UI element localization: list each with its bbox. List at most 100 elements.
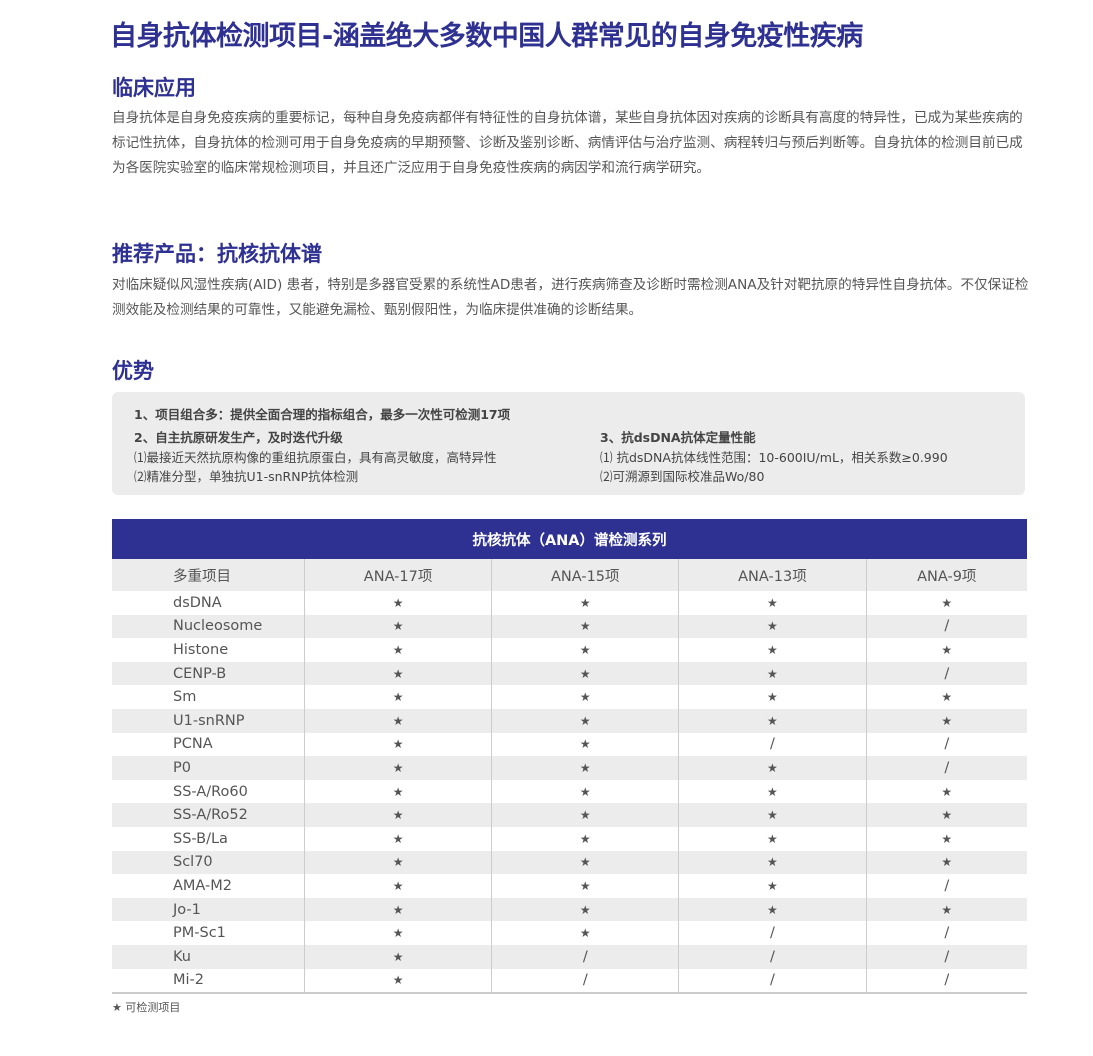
table-cell: ★ bbox=[491, 897, 679, 922]
table-cell: ★ bbox=[491, 921, 679, 945]
table-row: P0 ★ ★ ★ / bbox=[112, 756, 1027, 780]
table-cell: / bbox=[865, 614, 1027, 639]
table-cell: ★ bbox=[678, 591, 867, 615]
table-cell: ★ bbox=[678, 826, 867, 851]
advantage-item: 2、自主抗原研发生产，及时迭代升级 bbox=[134, 430, 343, 445]
table-row: Scl70 ★ ★ ★ ★ bbox=[112, 850, 1027, 875]
table-cell: ★ bbox=[303, 944, 492, 969]
table-cell: / bbox=[865, 732, 1027, 757]
advantages-box: 1、项目组合多：提供全面合理的指标组合，最多一次性可检测17项 2、自主抗原研发… bbox=[112, 392, 1025, 495]
table-cell: ★ bbox=[303, 756, 492, 780]
row-label: PM-Sc1 bbox=[173, 925, 226, 942]
advantages-heading: 优势 bbox=[112, 359, 154, 383]
product-heading: 推荐产品：抗核抗体谱 bbox=[112, 242, 322, 266]
table-cell: / bbox=[678, 921, 867, 945]
table-cell: ★ bbox=[303, 661, 492, 686]
table-cell: ★ bbox=[491, 874, 679, 898]
ana-table: 抗核抗体（ANA）谱检测系列 多重项目 ANA-17项 ANA-15项 ANA-… bbox=[112, 519, 1027, 995]
column-header: ANA-17项 bbox=[303, 559, 492, 591]
row-label: Scl70 bbox=[112, 850, 305, 875]
advantage-item: 3、抗dsDNA抗体定量性能 bbox=[600, 430, 756, 445]
table-cell: ★ bbox=[865, 803, 1027, 827]
table-cell: ★ bbox=[678, 685, 867, 709]
table-cell: ★ bbox=[491, 638, 679, 662]
table-cell: ★ bbox=[491, 850, 679, 875]
table-cell: / bbox=[865, 944, 1027, 969]
table-cell: ★ bbox=[491, 614, 679, 639]
table-row: SS-A/Ro60 ★ ★ ★ ★ bbox=[112, 779, 1027, 804]
row-label: Histone bbox=[173, 641, 229, 658]
table-cell: / bbox=[865, 756, 1027, 780]
column-header: ANA-9项 bbox=[865, 559, 1027, 591]
row-label: U1-snRNP bbox=[112, 708, 305, 733]
table-cell: ★ bbox=[491, 732, 679, 757]
table-cell: / bbox=[678, 968, 867, 995]
row-label: dsDNA bbox=[173, 594, 222, 611]
table-cell: / bbox=[865, 968, 1027, 995]
advantage-item: ⑴ 抗dsDNA抗体线性范围：10-600IU/mL，相关系数≥0.990 bbox=[600, 450, 948, 465]
table-cell: ★ bbox=[303, 638, 492, 662]
table-cell: ★ bbox=[678, 874, 867, 898]
clinical-heading: 临床应用 bbox=[112, 76, 196, 100]
product-text: 对临床疑似风湿性疾病(AID) 患者，特别是多器官受累的系统性AD患者，进行疾病… bbox=[112, 277, 1029, 318]
table-cell: ★ bbox=[678, 779, 867, 804]
row-label: CENP-B bbox=[112, 661, 305, 686]
table-row: Ku ★ / / / bbox=[112, 944, 1027, 969]
row-label: SS-A/Ro52 bbox=[112, 803, 305, 827]
table-cell: ★ bbox=[678, 897, 867, 922]
row-label: Jo-1 bbox=[112, 897, 305, 922]
row-label: PCNA bbox=[173, 736, 213, 753]
table-row: Mi-2 ★ / / / bbox=[112, 968, 1027, 995]
table-cell: ★ bbox=[303, 874, 492, 898]
table-cell: ★ bbox=[303, 614, 492, 639]
table-cell: ★ bbox=[303, 850, 492, 875]
table-row: AMA-M2 ★ ★ ★ / bbox=[112, 874, 1027, 898]
table-cell: / bbox=[491, 968, 679, 995]
table-cell: ★ bbox=[491, 803, 679, 827]
row-label: SS-B/La bbox=[173, 830, 228, 847]
advantage-item: ⑵精准分型，单独抗U1-snRNP抗体检测 bbox=[134, 469, 359, 484]
column-header: 多重项目 bbox=[112, 559, 305, 591]
table-cell: ★ bbox=[491, 661, 679, 686]
table-row: PCNA ★ ★ / / bbox=[112, 732, 1027, 757]
table-row: U1-snRNP ★ ★ ★ ★ bbox=[112, 708, 1027, 733]
table-cell: ★ bbox=[865, 897, 1027, 922]
table-cell: ★ bbox=[865, 638, 1027, 662]
row-label: AMA-M2 bbox=[173, 877, 232, 894]
table-cell: ★ bbox=[303, 803, 492, 827]
table-cell: ★ bbox=[491, 708, 679, 733]
legend-note: ★ 可检测项目 bbox=[112, 1001, 181, 1014]
table-cell: / bbox=[491, 944, 679, 969]
table-cell: ★ bbox=[303, 591, 492, 615]
table-cell: ★ bbox=[491, 826, 679, 851]
table-cell: ★ bbox=[678, 756, 867, 780]
advantage-item: 1、项目组合多：提供全面合理的指标组合，最多一次性可检测17项 bbox=[134, 407, 511, 422]
table-cell: ★ bbox=[678, 661, 867, 686]
table-cell: ★ bbox=[491, 591, 679, 615]
table-cell: ★ bbox=[303, 897, 492, 922]
table-cell: ★ bbox=[865, 826, 1027, 851]
table-cell: ★ bbox=[303, 968, 492, 995]
table-cell: ★ bbox=[865, 708, 1027, 733]
row-label: Sm bbox=[173, 689, 197, 706]
table-cell: ★ bbox=[303, 921, 492, 945]
row-label: SS-A/Ro60 bbox=[173, 783, 248, 800]
table-cell: ★ bbox=[303, 826, 492, 851]
table-cell: ★ bbox=[865, 685, 1027, 709]
table-cell: / bbox=[678, 944, 867, 969]
table-cell: ★ bbox=[865, 779, 1027, 804]
table-cell: ★ bbox=[491, 756, 679, 780]
table-row: Nucleosome ★ ★ ★ / bbox=[112, 614, 1027, 639]
table-cell: ★ bbox=[303, 685, 492, 709]
table-cell: / bbox=[865, 921, 1027, 945]
advantage-item: ⑵可溯源到国际校准品Wo/80 bbox=[600, 469, 765, 484]
column-header: ANA-15项 bbox=[491, 559, 679, 591]
table-cell: ★ bbox=[303, 708, 492, 733]
table-cell: ★ bbox=[303, 779, 492, 804]
table-row: PM-Sc1 ★ ★ / / bbox=[112, 921, 1027, 945]
clinical-text: 自身抗体是自身免疫疾病的重要标记，每种自身免疫病都伴有特征性的自身抗体谱，某些自… bbox=[112, 110, 1023, 176]
table-cell: ★ bbox=[678, 850, 867, 875]
row-label: Mi-2 bbox=[112, 968, 305, 995]
column-header: ANA-13项 bbox=[678, 559, 867, 591]
table-cell: / bbox=[865, 874, 1027, 898]
